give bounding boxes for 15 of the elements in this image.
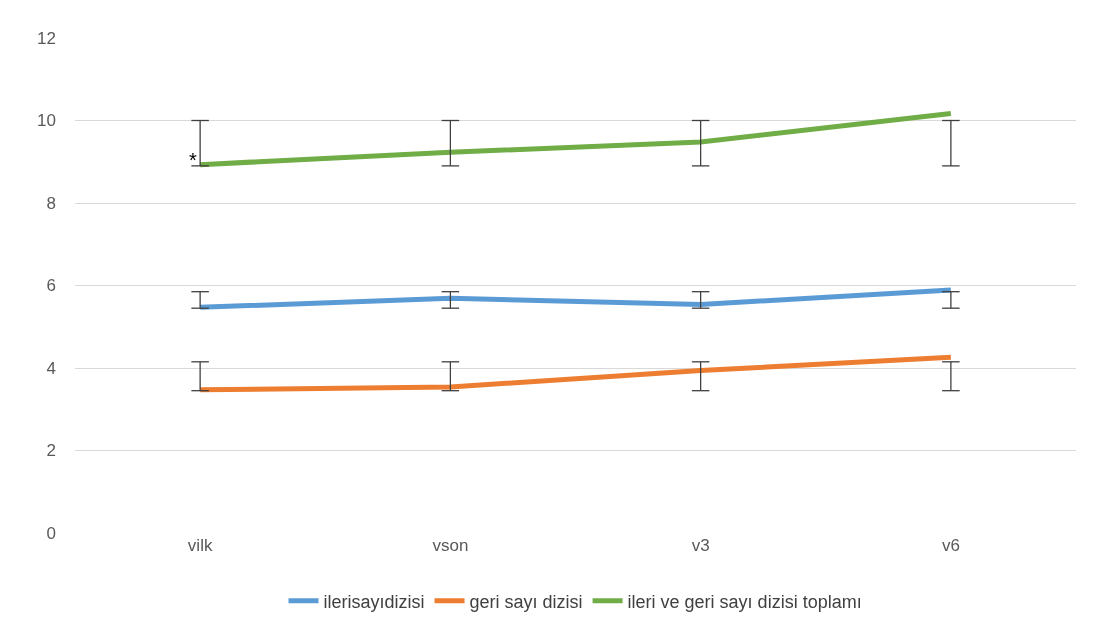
y-tick-label: 6 [46,276,56,296]
y-tick-label: 8 [46,193,56,213]
legend-label: ilerisayıdizisi [323,591,425,612]
x-tick-label: vson [432,536,469,555]
x-tick-label: v6 [941,536,960,555]
y-tick-label: 12 [37,28,56,48]
y-tick-label: 0 [46,523,56,543]
y-tick-label: 4 [46,358,56,378]
y-tick-label: 10 [37,111,56,131]
y-tick-label: 2 [46,441,56,461]
x-tick-label: v3 [691,536,710,555]
x-tick-label: vilk [187,536,213,555]
annotation: * [189,149,197,171]
legend-label: ileri ve geri sayı dizisi toplamı [627,591,862,612]
legend-label: geri sayı dizisi [469,591,583,612]
